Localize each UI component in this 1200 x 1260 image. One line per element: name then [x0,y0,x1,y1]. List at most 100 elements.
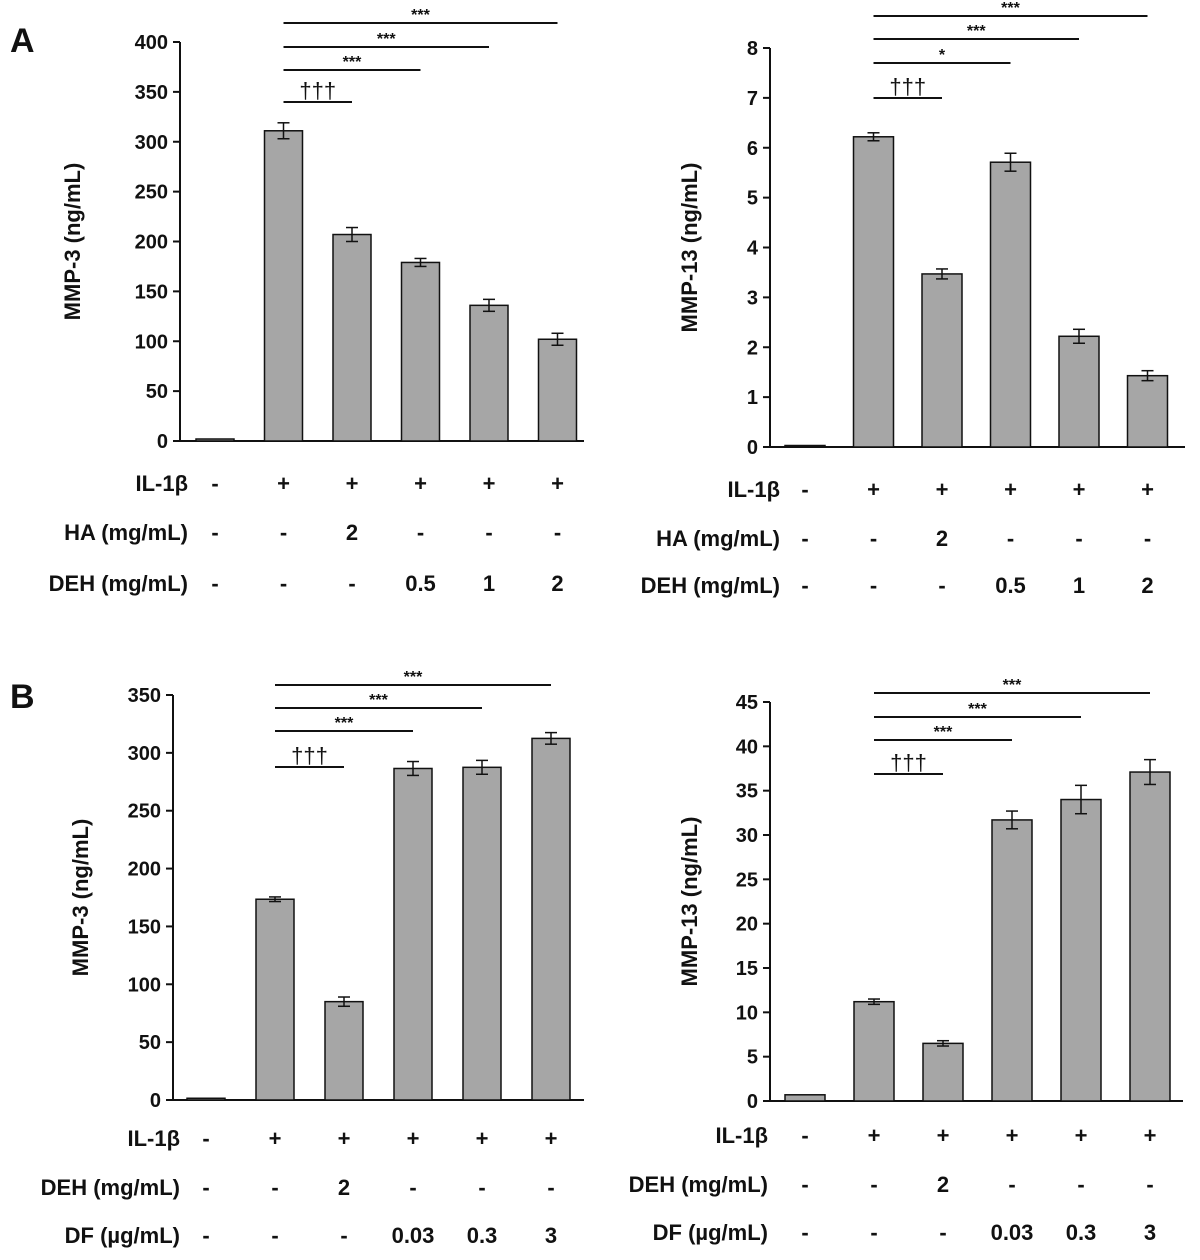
condition-cell: 0.3 [467,1223,498,1248]
condition-cell: - [485,520,492,545]
y-tick-label: 350 [135,82,168,104]
condition-cell: - [280,571,287,596]
significance-label: *** [404,669,423,686]
condition-cell: - [348,571,355,596]
bar [537,338,578,442]
condition-cell: 0.03 [392,1223,435,1248]
condition-cell: 0.5 [995,573,1026,598]
y-tick-label: 35 [736,781,758,803]
condition-cell: - [870,1220,877,1245]
y-tick-label: 25 [736,869,758,891]
y-tick-label: 50 [146,381,168,403]
bar [989,161,1032,448]
condition-cell: - [280,520,287,545]
condition-cell: + [551,471,564,496]
chart-b-mmp3: 0 50 100 150 200 250 300 350 MMP-3 (ng/mL) ††† ***… [41,669,584,1248]
condition-cell: + [414,471,427,496]
y-tick-label: 0 [747,437,758,459]
condition-cell: - [870,573,877,598]
condition-cell: + [407,1126,420,1151]
bar [393,767,433,1101]
bar [1129,771,1171,1102]
bar [255,898,295,1101]
condition-cell: + [937,1123,950,1148]
condition-cell: - [1075,526,1082,551]
condition-cell: + [269,1126,282,1151]
condition-cell: - [271,1175,278,1200]
condition-cell: - [211,471,218,496]
significance-label: *** [967,23,986,40]
condition-cell: + [936,477,949,502]
condition-cell: - [801,1172,808,1197]
y-tick-label: 30 [736,825,758,847]
significance-label: *** [335,715,354,732]
y-tick-label: 300 [135,132,168,154]
condition-cell: 3 [545,1223,557,1248]
condition-cell: - [1144,526,1151,551]
y-tick-label: 5 [747,188,758,210]
bar [195,438,235,442]
condition-cell: - [409,1175,416,1200]
condition-cell: - [554,520,561,545]
condition-cell: - [801,526,808,551]
condition-cell: 0.3 [1066,1220,1097,1245]
condition-cell: - [1077,1172,1084,1197]
bar [400,261,441,442]
y-tick-label: 400 [135,32,168,54]
y-tick-label: 4 [747,238,759,260]
y-tick-label: 15 [736,958,758,980]
bar [853,1000,895,1102]
y-axis-label: MMP-3 (ng/mL) [60,163,85,321]
significance-label: *** [343,54,362,71]
condition-cell: + [277,471,290,496]
significance-label: *** [1003,677,1022,694]
condition-cell: - [478,1175,485,1200]
y-tick-label: 2 [747,337,758,359]
chart-a-mmp3: 0 50 100 150 200 250 300 350 400 MMP-3 (ng/mL) †††… [49,7,584,596]
condition-cell: - [211,571,218,596]
condition-cell: - [202,1223,209,1248]
condition-cell: + [868,1123,881,1148]
condition-cell: - [271,1223,278,1248]
y-tick-label: 0 [150,1090,161,1112]
condition-cell: - [870,1172,877,1197]
condition-row-label: IL-1β [135,471,188,496]
bar [784,444,826,448]
bar [852,136,895,448]
condition-cell: 2 [937,1172,949,1197]
condition-cell: + [1075,1123,1088,1148]
bar [1126,374,1169,448]
condition-cell: - [1008,1172,1015,1197]
condition-cell: - [1146,1172,1153,1197]
condition-cell: - [417,520,424,545]
bar [922,1042,964,1102]
y-tick-label: 50 [139,1032,161,1054]
significance-label: ††† [890,750,927,775]
condition-row-label: DF (µg/mL) [65,1223,180,1248]
y-axis-label: MMP-13 (ng/mL) [677,163,702,333]
y-tick-label: 1 [747,387,758,409]
significance-label: ††† [889,74,926,99]
significance-label: * [939,47,946,64]
bar [324,1000,364,1101]
panel-label-a: A [10,22,35,60]
y-tick-label: 250 [128,801,161,823]
y-tick-label: 100 [128,974,161,996]
bar [531,737,571,1101]
condition-cell: 2 [346,520,358,545]
bar [469,304,509,442]
condition-cell: - [1007,526,1014,551]
y-tick-label: 8 [747,38,758,60]
condition-row-label: DEH (mg/mL) [41,1175,180,1200]
condition-cell: - [939,1220,946,1245]
condition-cell: - [938,573,945,598]
significance-label: *** [968,701,987,718]
condition-cell: - [801,477,808,502]
significance-label: *** [411,7,430,24]
condition-cell: 2 [1141,573,1153,598]
condition-cell: + [545,1126,558,1151]
condition-cell: + [346,471,359,496]
condition-cell: + [1073,477,1086,502]
